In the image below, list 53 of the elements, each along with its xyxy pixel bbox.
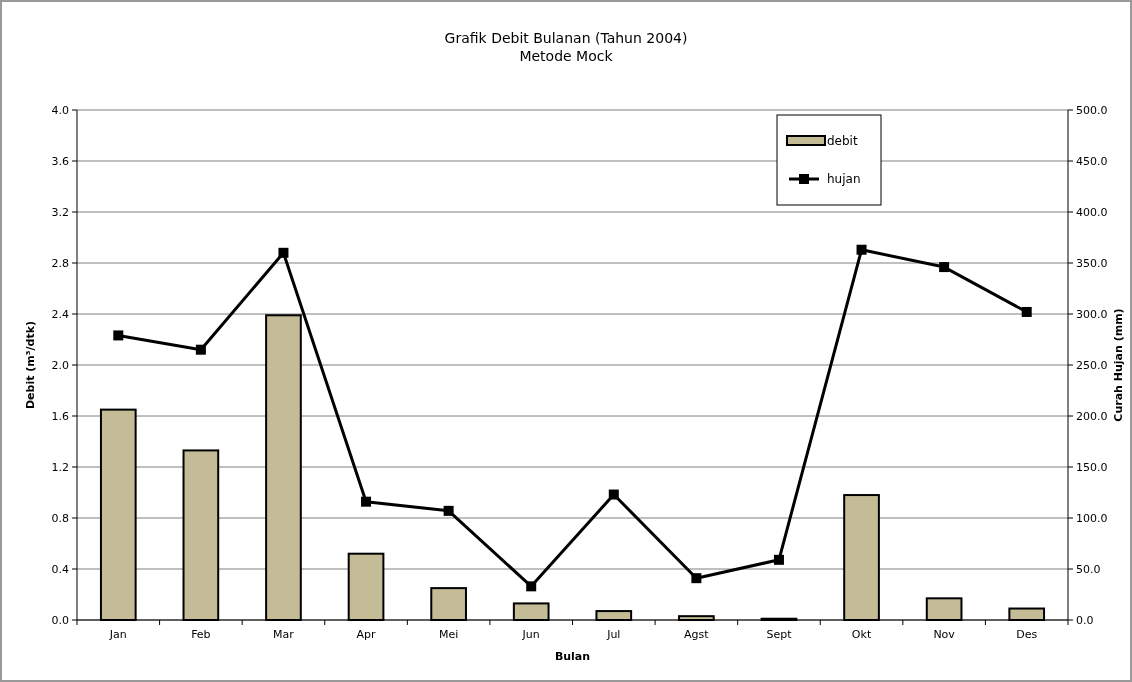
y-tick-label: 1.2 bbox=[51, 460, 69, 474]
point bbox=[773, 554, 784, 565]
legend-label: debit bbox=[827, 134, 858, 149]
x-tick-label: Apr bbox=[356, 628, 377, 641]
y2-tick-label: 500.0 bbox=[1076, 103, 1108, 117]
x-tick-label: Feb bbox=[191, 628, 211, 641]
point bbox=[443, 505, 454, 516]
point bbox=[361, 496, 372, 507]
x-tick-label: Jun bbox=[521, 628, 540, 641]
y2-tick-label: 100.0 bbox=[1076, 511, 1108, 525]
y-tick-label: 0.4 bbox=[51, 562, 69, 576]
y-tick-label: 4.0 bbox=[51, 103, 69, 117]
y2-tick-label: 200.0 bbox=[1076, 409, 1108, 423]
y-tick-label: 2.4 bbox=[51, 307, 69, 321]
chart-subtitle: Metode Mock bbox=[519, 48, 614, 64]
legend-label: hujan bbox=[827, 172, 861, 187]
y-tick-label: 2.8 bbox=[51, 256, 69, 270]
y2-tick-label: 300.0 bbox=[1076, 307, 1108, 321]
x-tick-label: Sept bbox=[766, 628, 793, 641]
point bbox=[526, 581, 537, 592]
point bbox=[113, 330, 124, 341]
point bbox=[608, 489, 619, 500]
y-tick-label: 0.0 bbox=[51, 613, 69, 627]
point bbox=[939, 262, 950, 273]
point bbox=[856, 244, 867, 255]
y-tick-label: 3.2 bbox=[51, 205, 69, 219]
y-tick-label: 1.6 bbox=[51, 409, 69, 423]
y2-tick-label: 150.0 bbox=[1076, 460, 1108, 474]
y2-tick-label: 250.0 bbox=[1076, 358, 1108, 372]
x-tick-label: Jan bbox=[108, 628, 127, 641]
y2-tick-label: 350.0 bbox=[1076, 256, 1108, 270]
y-axis-title: Debit (m³/dtk) bbox=[24, 320, 37, 410]
y-tick-label: 0.8 bbox=[51, 511, 69, 525]
x-tick-label: Jul bbox=[606, 628, 621, 641]
y2-axis-title: Curah Hujan (mm) bbox=[1112, 308, 1125, 422]
y-tick-label: 3.6 bbox=[51, 154, 69, 168]
x-axis-title: Bulan bbox=[554, 650, 591, 663]
x-tick-label: Agst bbox=[684, 628, 710, 641]
chart-title: Grafik Debit Bulanan (Tahun 2004) bbox=[444, 30, 688, 46]
y2-tick-label: 0.0 bbox=[1076, 613, 1094, 627]
x-tick-label: Mar bbox=[273, 628, 295, 641]
y2-tick-label: 400.0 bbox=[1076, 205, 1108, 219]
point bbox=[691, 573, 702, 584]
y2-tick-label: 50.0 bbox=[1076, 562, 1101, 576]
point bbox=[1021, 306, 1032, 317]
x-tick-label: Des bbox=[1016, 628, 1038, 641]
y-tick-label: 2.0 bbox=[51, 358, 69, 372]
point bbox=[278, 247, 289, 258]
x-tick-label: Okt bbox=[851, 628, 872, 641]
y2-tick-label: 450.0 bbox=[1076, 154, 1108, 168]
x-tick-label: Nov bbox=[933, 628, 956, 641]
x-tick-label: Mei bbox=[438, 628, 459, 641]
point bbox=[195, 344, 206, 355]
